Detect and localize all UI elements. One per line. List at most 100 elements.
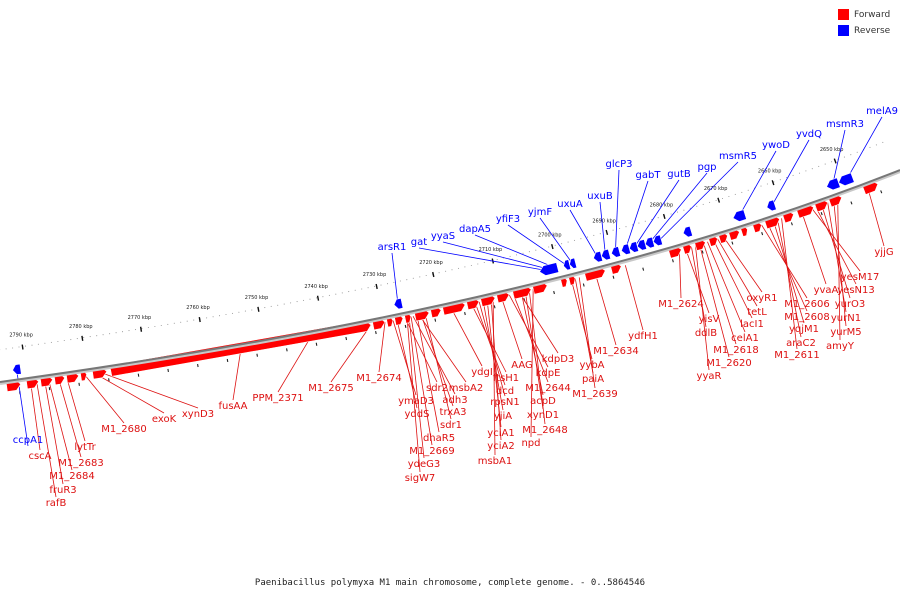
reverse-gene-arrow	[682, 225, 693, 238]
leader-line	[833, 200, 847, 327]
tick-mark	[432, 271, 435, 278]
gene-label: ymaD3	[398, 396, 434, 407]
legend-forward: Forward	[838, 9, 890, 20]
scale-dot	[315, 297, 318, 299]
gene-label: ywoD	[762, 140, 790, 151]
backbone-line	[0, 169, 900, 383]
gene-label: yjiA	[494, 411, 512, 422]
scale-dot	[12, 347, 14, 349]
leader-line	[410, 316, 433, 446]
leader-line	[811, 207, 861, 272]
gene-label: npd	[521, 438, 540, 449]
leader-line	[717, 238, 758, 307]
tick-mark	[551, 243, 554, 250]
leader-line	[648, 172, 708, 244]
leader-line	[94, 373, 165, 414]
scale-dot	[709, 201, 711, 203]
reverse-gene-arrow	[644, 236, 655, 249]
scale-dot	[683, 209, 685, 211]
scale-dot	[593, 234, 595, 236]
scale-dot	[147, 326, 149, 329]
minor-tick	[286, 348, 288, 352]
leader-line	[420, 314, 454, 407]
gene-label: cscA	[28, 451, 51, 462]
reverse-gene-arrow	[732, 209, 747, 222]
scale-dot	[180, 321, 182, 323]
scale-dot	[283, 303, 285, 305]
scale-dot	[747, 189, 749, 191]
scale-dot	[89, 336, 91, 338]
reverse-gene-arrow	[838, 172, 855, 186]
gene-label: M1_2634	[593, 346, 638, 357]
gene-label: M1_2674	[356, 373, 401, 384]
leader-line	[815, 206, 857, 285]
scale-dot	[792, 174, 794, 176]
gene-label: melA9	[866, 106, 898, 117]
tick-label: 2680 kbp	[650, 202, 674, 208]
scale-dot	[380, 284, 382, 286]
reverse-gene-arrow	[563, 259, 572, 271]
reverse-gene-arrow	[569, 257, 578, 269]
minor-tick	[226, 358, 229, 363]
scale-dot	[760, 185, 762, 187]
gene-label: yisV	[699, 314, 720, 325]
gene-label: yddS	[405, 409, 430, 420]
scale-dot	[573, 239, 576, 241]
scale-dot	[102, 334, 104, 336]
scale-dot	[425, 274, 427, 277]
scale-dot	[773, 181, 775, 183]
leader-line	[490, 298, 502, 441]
scale-dot	[470, 264, 472, 267]
gene-label: M1_2683	[58, 458, 103, 469]
scale-dot	[115, 332, 117, 334]
minor-tick	[612, 275, 615, 279]
reverse-gene-arrow	[611, 246, 622, 258]
leader-line	[518, 292, 559, 354]
gene-label: gat	[411, 237, 427, 248]
reverse-gene-arrow	[636, 239, 648, 251]
gene-label: exoK	[152, 414, 177, 425]
scale-dot	[238, 311, 240, 313]
scale-dot	[270, 305, 272, 307]
scale-dot	[651, 218, 653, 221]
leader-line	[624, 265, 644, 331]
tick-mark	[257, 306, 260, 312]
scale-dot	[515, 254, 518, 256]
gene-label: pgp	[697, 162, 716, 173]
scale-dot	[374, 285, 376, 287]
leader-line	[391, 252, 399, 305]
scale-dot	[225, 313, 227, 316]
gene-label: kdpE	[536, 368, 561, 379]
scale-dot	[419, 276, 421, 278]
gene-label: yurM5	[830, 327, 861, 338]
scale-dot	[670, 213, 672, 215]
gene-label: yyaR	[697, 371, 722, 382]
tick-label: 2750 kbp	[245, 295, 269, 301]
scale-dot	[173, 322, 175, 324]
tick-label: 2700 kbp	[538, 232, 562, 238]
reverse-gene-arrow	[826, 177, 841, 191]
minor-tick	[404, 324, 407, 329]
leader-line	[232, 349, 242, 401]
scale-dot	[805, 170, 807, 172]
reverse-swatch	[838, 25, 849, 36]
minor-tick	[434, 318, 437, 322]
scale-dot	[882, 141, 884, 143]
scale-dot	[477, 263, 479, 265]
scale-dot	[445, 270, 447, 272]
leader-line	[699, 244, 730, 358]
scale-dot	[741, 191, 743, 193]
leader-line	[781, 218, 798, 350]
gene-label: yurO3	[835, 299, 866, 310]
scale-dot	[296, 301, 298, 303]
leader-line	[530, 288, 534, 438]
scale-dot	[786, 177, 788, 179]
tick-mark	[81, 335, 84, 341]
gene-label: ydfH1	[628, 331, 658, 342]
scale-dot	[57, 340, 59, 343]
minor-tick	[820, 212, 823, 216]
gene-label: ccpA1	[13, 435, 44, 446]
gene-label: dhaR5	[423, 433, 455, 444]
tick-label: 2660 kbp	[758, 169, 782, 175]
kbp-ticks: 2650 kbp 2660 kbp 2670 kbp 2680 kbp 2690 kbp…	[9, 147, 883, 395]
